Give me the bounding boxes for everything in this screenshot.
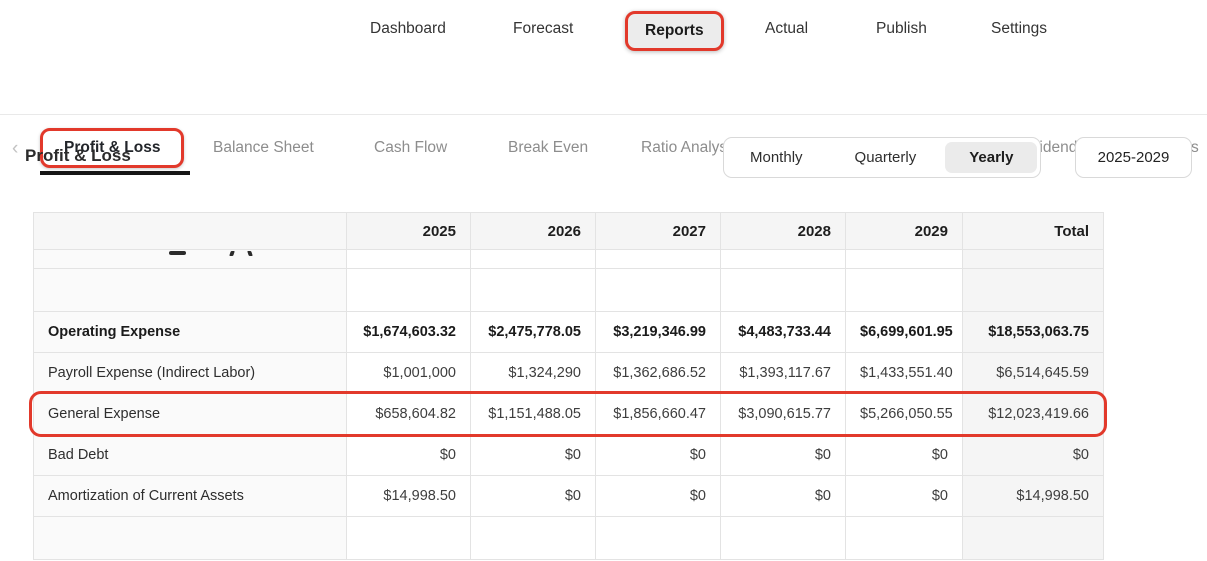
table-row-payroll-expense: Payroll Expense (Indirect Labor) $1,001,… [33, 352, 1104, 394]
cell-total: $12,023,419.66 [962, 393, 1104, 435]
year-range-select[interactable]: 2025-2029 [1075, 137, 1192, 178]
clipped-scrolled-row [33, 249, 1104, 269]
cell-total: $0 [962, 434, 1104, 476]
table-row-general-expense-highlighted: General Expense $658,604.82 $1,151,488.0… [33, 393, 1104, 435]
period-option-monthly[interactable]: Monthly [750, 149, 803, 166]
header-2025: 2025 [346, 212, 471, 250]
tab-cash-flow[interactable]: Cash Flow [374, 139, 448, 156]
cell-2029: $5,266,050.55 [845, 393, 963, 435]
clipped-glyph-mark [247, 251, 253, 256]
header-2026: 2026 [470, 212, 596, 250]
cell-2028: $4,483,733.44 [720, 311, 846, 353]
table-header-row: 2025 2026 2027 2028 2029 Total [33, 212, 1104, 250]
cell-2025: $1,674,603.32 [346, 311, 471, 353]
cell-2028: $0 [720, 475, 846, 517]
cell-2027: $0 [595, 475, 721, 517]
cell-total: $14,998.50 [962, 475, 1104, 517]
nav-item-actual[interactable]: Actual [765, 20, 809, 37]
cell-2025: $14,998.50 [346, 475, 471, 517]
active-tab-underline [40, 171, 190, 175]
clipped-row-label [33, 249, 347, 269]
table-row-operating-expense: Operating Expense $1,674,603.32 $2,475,7… [33, 311, 1104, 353]
cell-2029: $0 [845, 434, 963, 476]
nav-item-reports-active[interactable]: Reports [625, 11, 724, 51]
cell-2026: $2,475,778.05 [470, 311, 596, 353]
page-title: Profit & Loss [25, 146, 131, 165]
cell-2026: $0 [470, 475, 596, 517]
clipped-glyph-mark [229, 251, 235, 256]
cell-total: $18,553,063.75 [962, 311, 1104, 353]
row-label: Bad Debt [33, 434, 347, 476]
header-total: Total [962, 212, 1104, 250]
period-option-yearly-selected[interactable]: Yearly [945, 142, 1038, 173]
empty-row [33, 516, 1104, 560]
tab-balance-sheet[interactable]: Balance Sheet [213, 139, 314, 156]
report-tabs-bar: ‹ Profit & Loss Balance Sheet Cash Flow … [0, 60, 1207, 175]
cell-2028: $1,393,117.67 [720, 352, 846, 394]
cell-2028: $0 [720, 434, 846, 476]
cell-2029: $0 [845, 475, 963, 517]
row-label: Payroll Expense (Indirect Labor) [33, 352, 347, 394]
cell-2026: $0 [470, 434, 596, 476]
empty-row [33, 268, 1104, 312]
cell-2027: $3,219,346.99 [595, 311, 721, 353]
cell-2029: $6,699,601.95 [845, 311, 963, 353]
cell-2028: $3,090,615.77 [720, 393, 846, 435]
nav-item-publish[interactable]: Publish [876, 20, 927, 37]
cell-2027: $1,856,660.47 [595, 393, 721, 435]
nav-item-dashboard[interactable]: Dashboard [370, 20, 446, 37]
header-blank-cell [33, 212, 347, 250]
profit-and-loss-table: 2025 2026 2027 2028 2029 Total [33, 212, 1104, 560]
nav-item-settings[interactable]: Settings [991, 20, 1048, 37]
period-toggle-group: Monthly Quarterly Yearly [723, 137, 1042, 178]
clipped-glyph-mark [169, 251, 186, 255]
cell-total: $6,514,645.59 [962, 352, 1104, 394]
top-navigation: Dashboard Forecast Reports Actual Publis… [0, 0, 1207, 60]
cell-2029: $1,433,551.40 [845, 352, 963, 394]
header-2027: 2027 [595, 212, 721, 250]
cell-2025: $0 [346, 434, 471, 476]
table-row-amortization: Amortization of Current Assets $14,998.5… [33, 475, 1104, 517]
period-option-quarterly[interactable]: Quarterly [854, 149, 917, 166]
header-2029: 2029 [845, 212, 963, 250]
cell-2027: $0 [595, 434, 721, 476]
tab-break-even[interactable]: Break Even [508, 139, 589, 156]
tab-profit-and-loss[interactable]: Profit & Loss [40, 128, 185, 168]
table-row-bad-debt: Bad Debt $0 $0 $0 $0 $0 $0 [33, 434, 1104, 476]
scroll-left-chevron-icon[interactable]: ‹ [12, 138, 19, 159]
cell-2026: $1,324,290 [470, 352, 596, 394]
table-scroll-area[interactable]: 2025 2026 2027 2028 2029 Total [33, 212, 1104, 561]
row-label: General Expense [33, 393, 347, 435]
cell-2025: $658,604.82 [346, 393, 471, 435]
row-label: Amortization of Current Assets [33, 475, 347, 517]
cell-2026: $1,151,488.05 [470, 393, 596, 435]
tab-ratio-analysis[interactable]: Ratio Analysis [641, 139, 739, 156]
nav-item-forecast[interactable]: Forecast [513, 20, 574, 37]
row-label: Operating Expense [33, 311, 347, 353]
cell-2027: $1,362,686.52 [595, 352, 721, 394]
cell-2025: $1,001,000 [346, 352, 471, 394]
header-2028: 2028 [720, 212, 846, 250]
